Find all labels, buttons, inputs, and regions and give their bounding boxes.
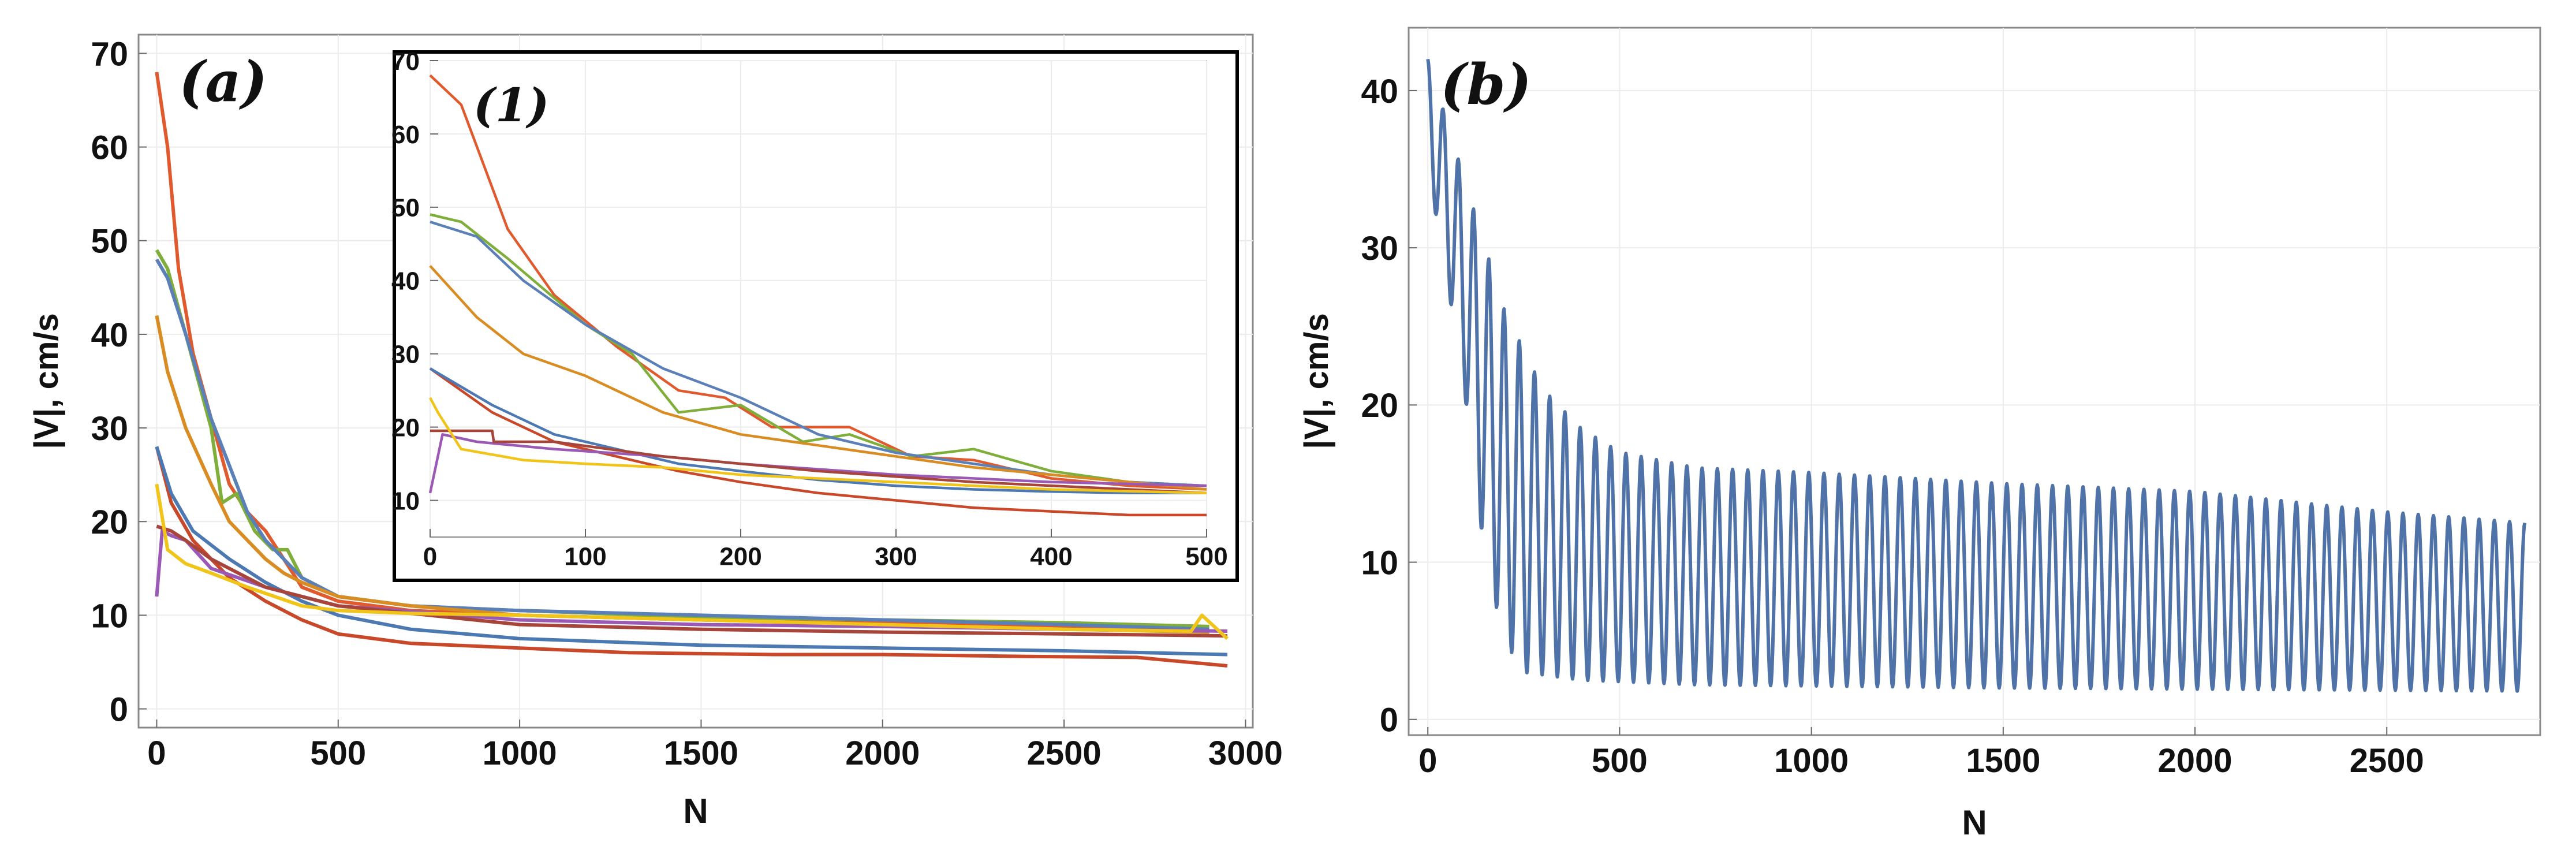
a-xtick-label: 3000 [1208, 735, 1283, 772]
b-ytick-label: 0 [1380, 702, 1398, 739]
inset-series-green-1 [430, 213, 1207, 487]
inset-ytick-label: 70 [391, 47, 420, 76]
panel-a-ylabel: |V|, cm/s [28, 313, 65, 449]
inset-series-yellow-1 [429, 397, 1207, 495]
inset-series-orange-1 [429, 264, 1207, 491]
a-series-blue-2 [155, 446, 1228, 657]
b-series-speed [1426, 58, 2527, 693]
inset-series-red-1 [429, 74, 1207, 491]
inset-ytick-label: 20 [391, 413, 420, 442]
panel-a: 0 500 1000 1500 2000 2500 3000010203040506070 … [28, 33, 1283, 830]
panel-b-series [1426, 58, 2527, 693]
panel-a-xlabel: N [683, 792, 708, 830]
a-xtick-label: 500 [310, 735, 366, 772]
inset-xtick-label: 400 [1030, 542, 1072, 571]
a-ytick-label: 30 [91, 410, 128, 448]
a-series-yellow-1 [155, 483, 1229, 640]
panel-a-label: (a) [179, 49, 267, 114]
b-xtick-label: 0 [1418, 742, 1437, 780]
inset-xtick-label: 200 [719, 542, 761, 571]
a-ytick-label: 70 [91, 35, 128, 73]
a-series-brown-1 [156, 524, 1228, 638]
a-series-blue-1 [155, 258, 1209, 631]
a-ytick-label: 40 [91, 316, 128, 354]
panel-a-frame [137, 33, 1254, 729]
b-ytick-label: 10 [1361, 544, 1398, 582]
b-xtick-label: 500 [1592, 742, 1648, 780]
a-xtick-label: 2000 [845, 735, 920, 772]
b-ytick-label: 30 [1361, 230, 1398, 267]
b-xtick-label: 2000 [2158, 742, 2232, 780]
inset-xtick-label: 500 [1185, 542, 1227, 571]
inset-ytick-label: 40 [391, 267, 420, 296]
inset-ytick-label: 60 [391, 121, 420, 149]
panel-b-ylabel: |V|, cm/s [1298, 313, 1335, 449]
inset-series-red-2 [429, 367, 1207, 517]
a-xtick-label: 1500 [664, 735, 738, 772]
a-ytick-label: 60 [91, 129, 128, 166]
b-xtick-label: 2500 [2350, 742, 2424, 780]
panel-a-inset: 0 100 200 300 400 500 10 20 30 40 50 60 70 (1) [391, 47, 1239, 582]
b-xtick-label: 1000 [1774, 742, 1849, 780]
panel-b-grid [1409, 28, 2540, 735]
inset-ytick-label: 30 [391, 341, 420, 369]
inset-ytick-label: 50 [391, 194, 420, 222]
inset-xtick-label: 300 [875, 542, 917, 571]
inset-series-purple-1 [428, 433, 1207, 494]
a-ytick-label: 20 [91, 504, 128, 541]
b-ytick-label: 40 [1361, 73, 1398, 110]
inset-series [428, 74, 1207, 517]
inset-xtick-label: 0 [423, 542, 437, 571]
b-xtick-label: 1500 [1966, 742, 2040, 780]
inset-ticks: 0 100 200 300 400 500 10 20 30 40 50 60 70 [391, 47, 1228, 571]
panel-b: 0 500 1000 1500 2000 2500 0 10 20 30 40 (b) N |V|,… [1298, 27, 2541, 842]
panel-b-xlabel: N [1962, 803, 1987, 842]
inset-xtick-label: 100 [564, 542, 606, 571]
a-xtick-label: 1000 [483, 735, 557, 772]
a-ytick-label: 10 [91, 597, 128, 635]
panel-b-frame [1408, 27, 2541, 736]
inset-series-brown-1 [430, 429, 1207, 495]
inset-label: (1) [473, 78, 549, 132]
a-xtick-label: 2500 [1027, 735, 1102, 772]
b-ytick-label: 20 [1361, 387, 1398, 424]
panel-b-label: (b) [1440, 52, 1532, 117]
inset-ytick-label: 10 [391, 487, 420, 515]
panel-a-series [155, 72, 1229, 668]
a-ytick-label: 0 [110, 691, 128, 728]
panel-b-ticks: 0 500 1000 1500 2000 2500 0 10 20 30 40 [1361, 73, 2424, 780]
a-ytick-label: 50 [91, 223, 128, 260]
a-xtick-label: 0 [147, 735, 166, 772]
